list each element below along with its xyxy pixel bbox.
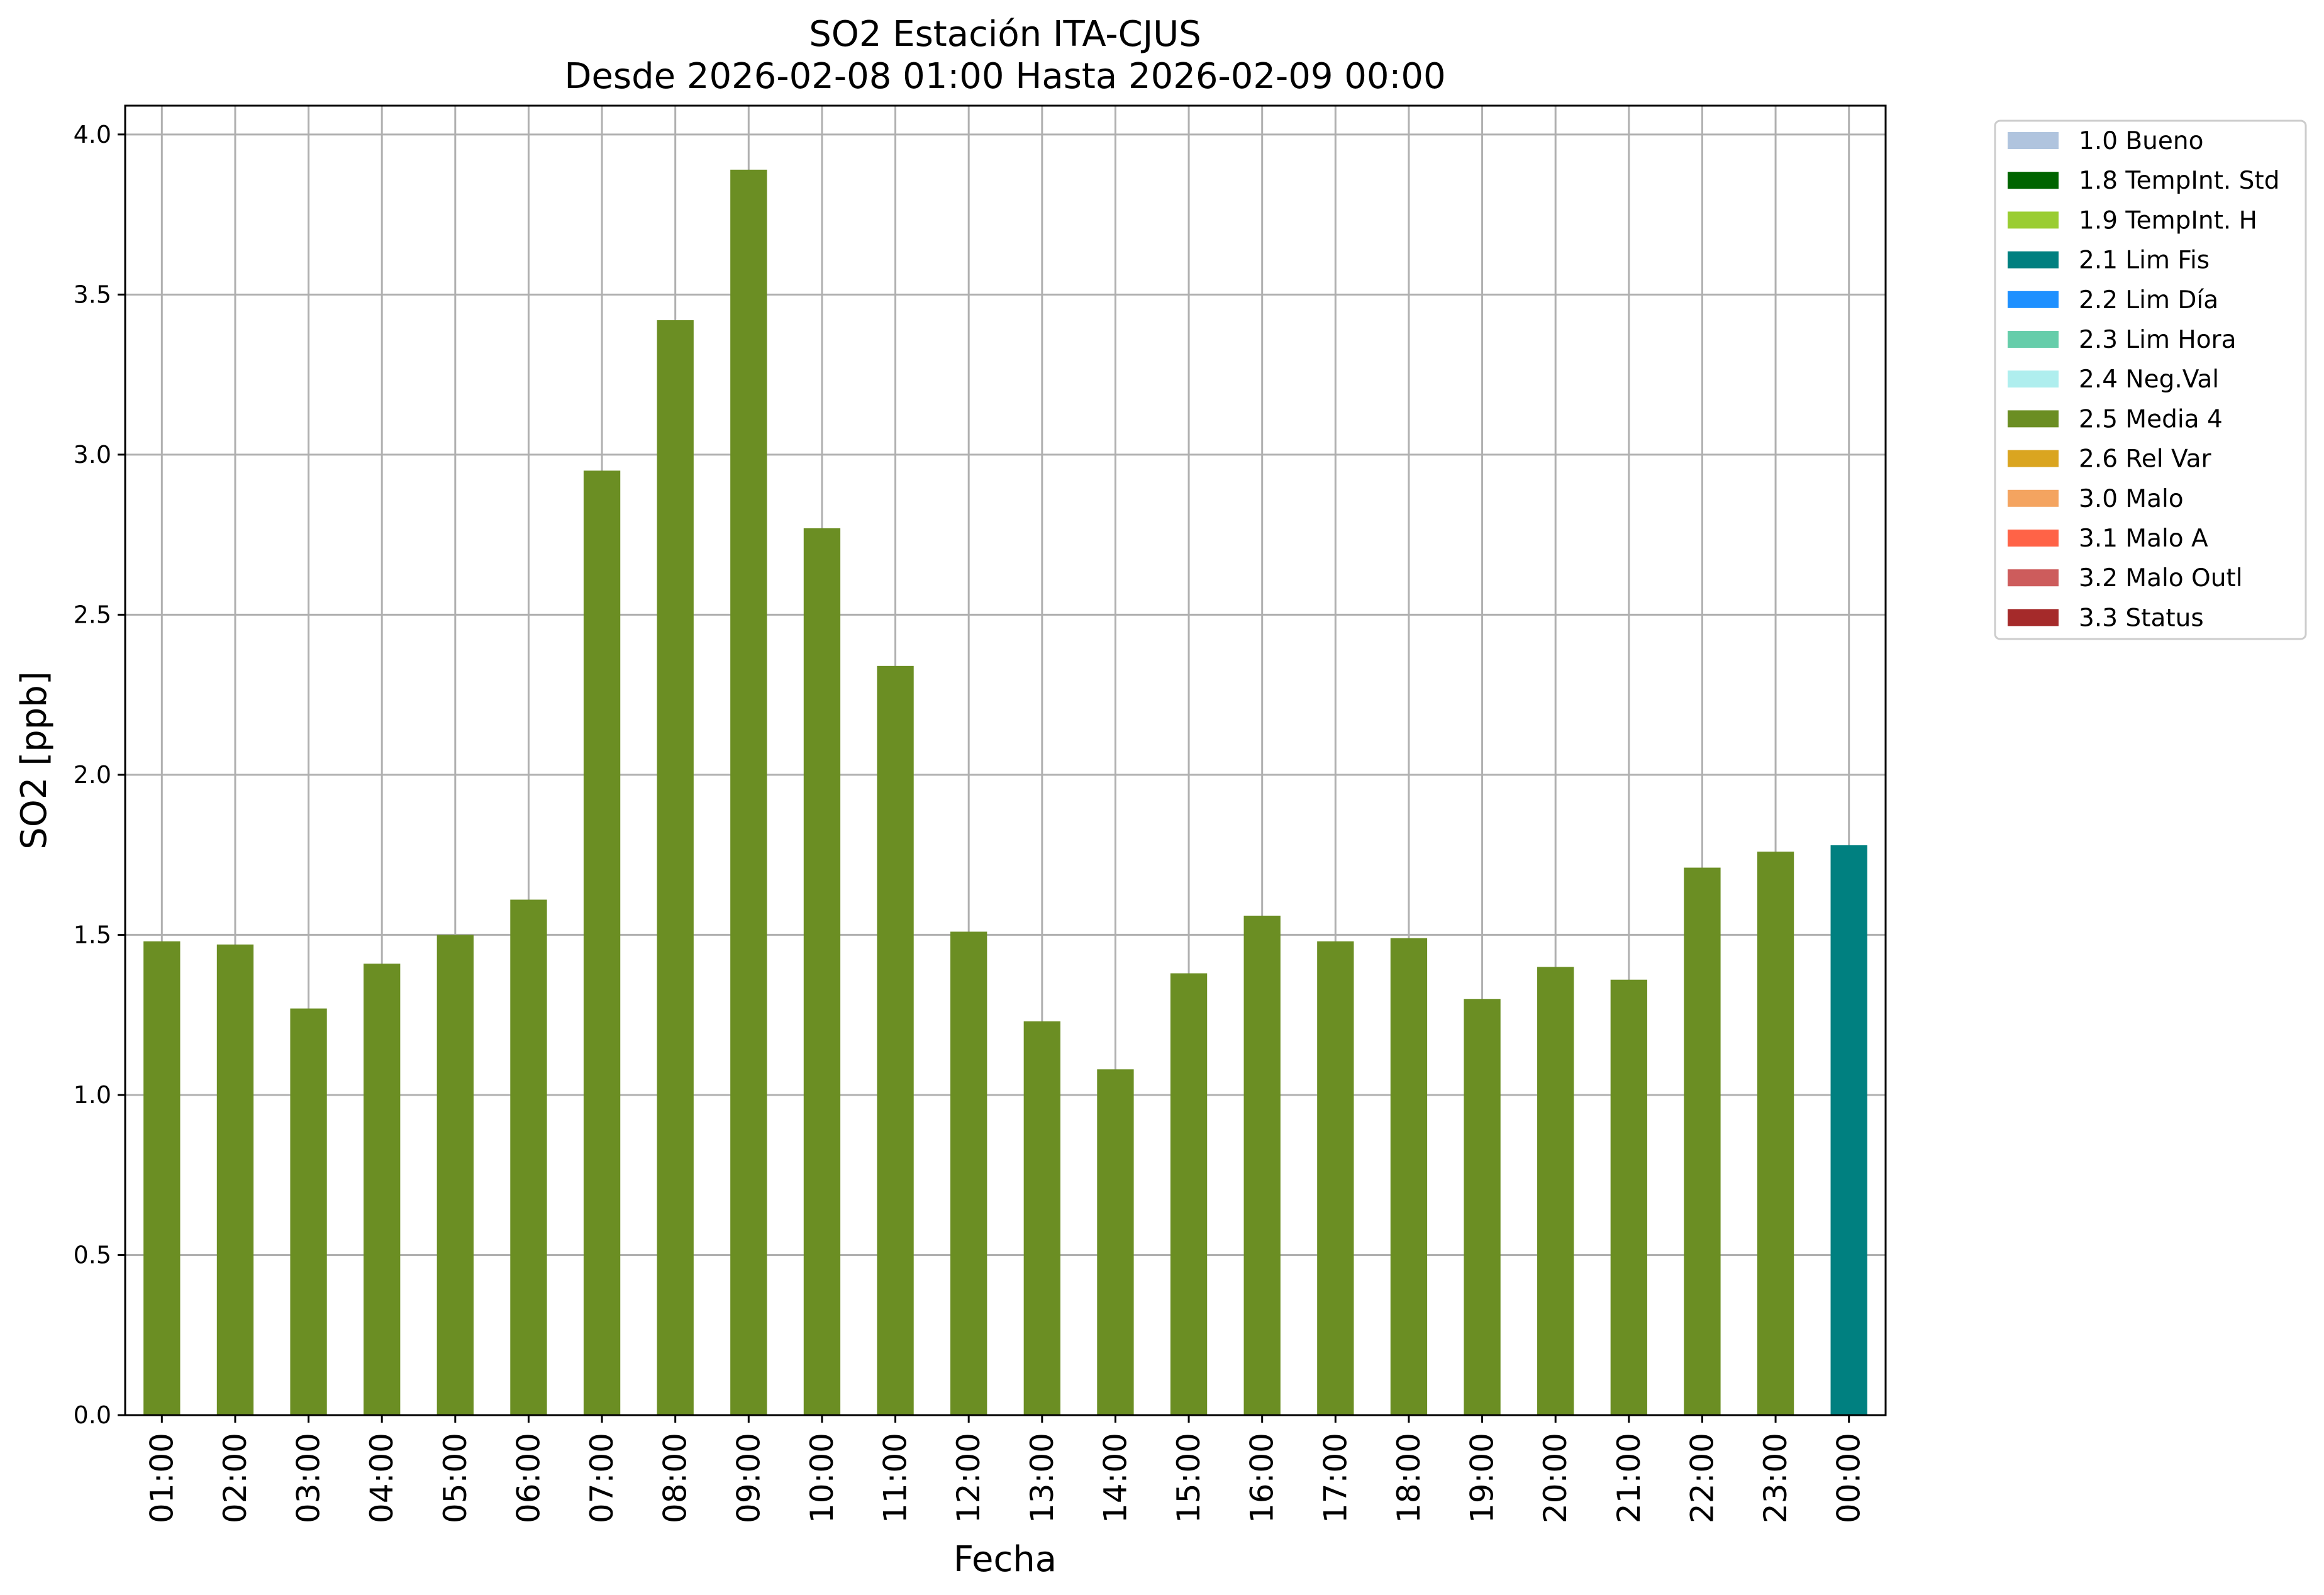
x-axis-label: Fecha — [954, 1539, 1057, 1580]
legend-swatch — [2008, 489, 2059, 507]
x-tick-label: 11:00 — [877, 1433, 914, 1523]
bar-17:00 — [1317, 941, 1354, 1415]
legend-entry-label: 2.3 Lim Hora — [2079, 326, 2237, 354]
x-tick-label: 19:00 — [1464, 1433, 1501, 1523]
legend-swatch — [2008, 410, 2059, 428]
bar-21:00 — [1610, 979, 1647, 1415]
x-axis-ticks: 01:00 02:00 03:00 04:00 05:00 06:00 07:00 08:00… — [143, 1415, 1867, 1523]
bar-08:00 — [657, 320, 694, 1415]
bar-07:00 — [583, 470, 621, 1415]
y-tick-label: 1.0 — [74, 1081, 111, 1109]
bar-06:00 — [510, 899, 547, 1415]
x-tick-label: 13:00 — [1024, 1433, 1060, 1523]
bar-13:00 — [1023, 1021, 1060, 1415]
bar-20:00 — [1537, 967, 1574, 1415]
x-tick-label: 21:00 — [1611, 1433, 1647, 1523]
x-tick-label: 08:00 — [657, 1433, 694, 1523]
x-tick-label: 17:00 — [1317, 1433, 1354, 1523]
bar-01:00 — [143, 941, 181, 1415]
legend-entry-label: 1.9 TempInt. H — [2079, 206, 2257, 235]
bars-group — [143, 169, 1867, 1415]
y-axis-ticks: 0.0 0.5 1.0 1.5 2.0 2.5 3.0 3.5 4.0 — [74, 121, 125, 1429]
bar-09:00 — [730, 169, 767, 1415]
legend-swatch — [2008, 132, 2059, 149]
x-tick-label: 16:00 — [1244, 1433, 1281, 1523]
legend-swatch — [2008, 172, 2059, 189]
bar-11:00 — [877, 665, 914, 1415]
bar-15:00 — [1170, 973, 1208, 1415]
x-tick-label: 09:00 — [730, 1433, 767, 1523]
x-tick-label: 15:00 — [1170, 1433, 1207, 1523]
x-tick-label: 22:00 — [1684, 1433, 1720, 1523]
x-tick-label: 23:00 — [1757, 1433, 1794, 1523]
y-tick-label: 1.5 — [74, 921, 111, 948]
bar-16:00 — [1243, 915, 1281, 1415]
y-tick-label: 3.5 — [74, 281, 111, 308]
legend-swatch — [2008, 569, 2059, 587]
legend-swatch — [2008, 530, 2059, 547]
bar-23:00 — [1757, 852, 1794, 1415]
y-tick-label: 4.0 — [74, 121, 111, 148]
x-tick-label: 14:00 — [1097, 1433, 1133, 1523]
legend-entry-label: 2.6 Rel Var — [2079, 445, 2212, 474]
plot-frame — [124, 104, 1887, 1416]
bar-18:00 — [1390, 938, 1428, 1415]
y-tick-label: 0.0 — [74, 1401, 111, 1429]
x-tick-label: 04:00 — [364, 1433, 400, 1523]
bar-12:00 — [950, 931, 987, 1415]
bar-10:00 — [803, 528, 841, 1415]
legend-swatch — [2008, 331, 2059, 348]
legend-box — [1994, 119, 2307, 640]
x-tick-label: 06:00 — [510, 1433, 547, 1523]
bar-22:00 — [1684, 867, 1721, 1415]
bar-14:00 — [1097, 1069, 1134, 1415]
legend-entry-label: 1.0 Bueno — [2079, 127, 2203, 155]
chart-title: SO2 Estación ITA-CJUS — [809, 14, 1201, 55]
x-tick-label: 02:00 — [217, 1433, 253, 1523]
y-tick-label: 2.0 — [74, 761, 111, 789]
x-tick-label: 12:00 — [950, 1433, 987, 1523]
legend-entry-label: 1.8 TempInt. Std — [2079, 167, 2279, 195]
legend-entry-label: 2.5 Media 4 — [2079, 405, 2223, 433]
x-tick-label: 18:00 — [1391, 1433, 1427, 1523]
y-axis-label: SO2 [ppb] — [14, 671, 55, 849]
chart-subtitle: Desde 2026-02-08 01:00 Hasta 2026-02-09 … — [564, 56, 1445, 97]
legend-entry-label: 3.0 Malo — [2079, 485, 2184, 513]
bar-02:00 — [216, 944, 254, 1415]
legend: 1.0 Bueno 1.8 TempInt. Std 1.9 TempInt. H 2… — [1994, 119, 2307, 640]
bar-03:00 — [290, 1008, 327, 1415]
legend-entry-label: 3.1 Malo A — [2079, 525, 2208, 553]
x-tick-label: 07:00 — [584, 1433, 620, 1523]
y-tick-label: 0.5 — [74, 1241, 111, 1269]
bar-04:00 — [364, 964, 401, 1415]
x-tick-label: 05:00 — [437, 1433, 474, 1523]
x-tick-label: 03:00 — [291, 1433, 327, 1523]
bar-19:00 — [1464, 999, 1501, 1415]
x-tick-label: 10:00 — [804, 1433, 840, 1523]
x-tick-label: 20:00 — [1537, 1433, 1574, 1523]
legend-entry-label: 2.2 Lim Día — [2079, 286, 2218, 314]
x-tick-label: 00:00 — [1831, 1433, 1867, 1523]
bar-00:00 — [1830, 845, 1867, 1415]
legend-entry-label: 2.1 Lim Fis — [2079, 247, 2210, 275]
legend-swatch — [2008, 211, 2059, 229]
bar-05:00 — [436, 935, 474, 1415]
legend-swatch — [2008, 370, 2059, 388]
legend-swatch — [2008, 251, 2059, 269]
legend-swatch — [2008, 609, 2059, 626]
y-tick-label: 3.0 — [74, 441, 111, 469]
y-tick-label: 2.5 — [74, 601, 111, 628]
x-tick-label: 01:00 — [143, 1433, 180, 1523]
legend-entry-label: 3.3 Status — [2079, 604, 2204, 632]
legend-swatch — [2008, 291, 2059, 308]
legend-swatch — [2008, 450, 2059, 467]
legend-entry-label: 2.4 Neg.Val — [2079, 365, 2219, 394]
legend-entry-label: 3.2 Malo Outl — [2079, 564, 2243, 592]
